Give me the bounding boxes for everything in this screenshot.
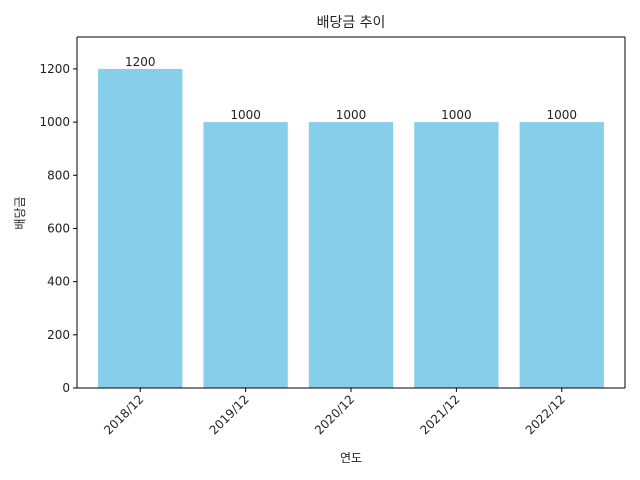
- y-tick-label: 200: [47, 328, 70, 342]
- y-tick-label: 800: [47, 168, 70, 182]
- x-tick-label: 2020/12: [312, 392, 357, 437]
- y-axis-label: 배당금: [13, 196, 27, 229]
- bar-2021-12: [414, 122, 499, 388]
- bar-2022-12: [519, 122, 604, 388]
- y-tick-label: 1200: [39, 62, 70, 76]
- x-tick-label: 2022/12: [523, 392, 568, 437]
- x-tick-label: 2021/12: [417, 392, 462, 437]
- x-axis-label: 연도: [340, 451, 362, 465]
- chart-title: 배당금 추이: [317, 15, 386, 31]
- bar-2020-12: [308, 122, 394, 388]
- data-label: 1000: [441, 108, 472, 122]
- bar-2019-12: [203, 122, 288, 388]
- x-tick-label: 2018/12: [101, 392, 146, 437]
- x-tick-label: 2019/12: [207, 392, 252, 437]
- y-tick-label: 600: [47, 221, 70, 235]
- data-label: 1000: [230, 108, 261, 122]
- y-tick-label: 0: [62, 381, 70, 395]
- data-label: 1000: [546, 108, 577, 122]
- data-label: 1000: [336, 108, 367, 122]
- y-tick-label: 400: [47, 275, 70, 289]
- bar-2018-12: [98, 68, 183, 388]
- plot-area: 1200 1000 1000 1000 1000 0 200 400 600 800 1000 120…: [39, 36, 626, 437]
- y-tick-label: 1000: [39, 115, 70, 129]
- data-label: 1200: [125, 55, 156, 69]
